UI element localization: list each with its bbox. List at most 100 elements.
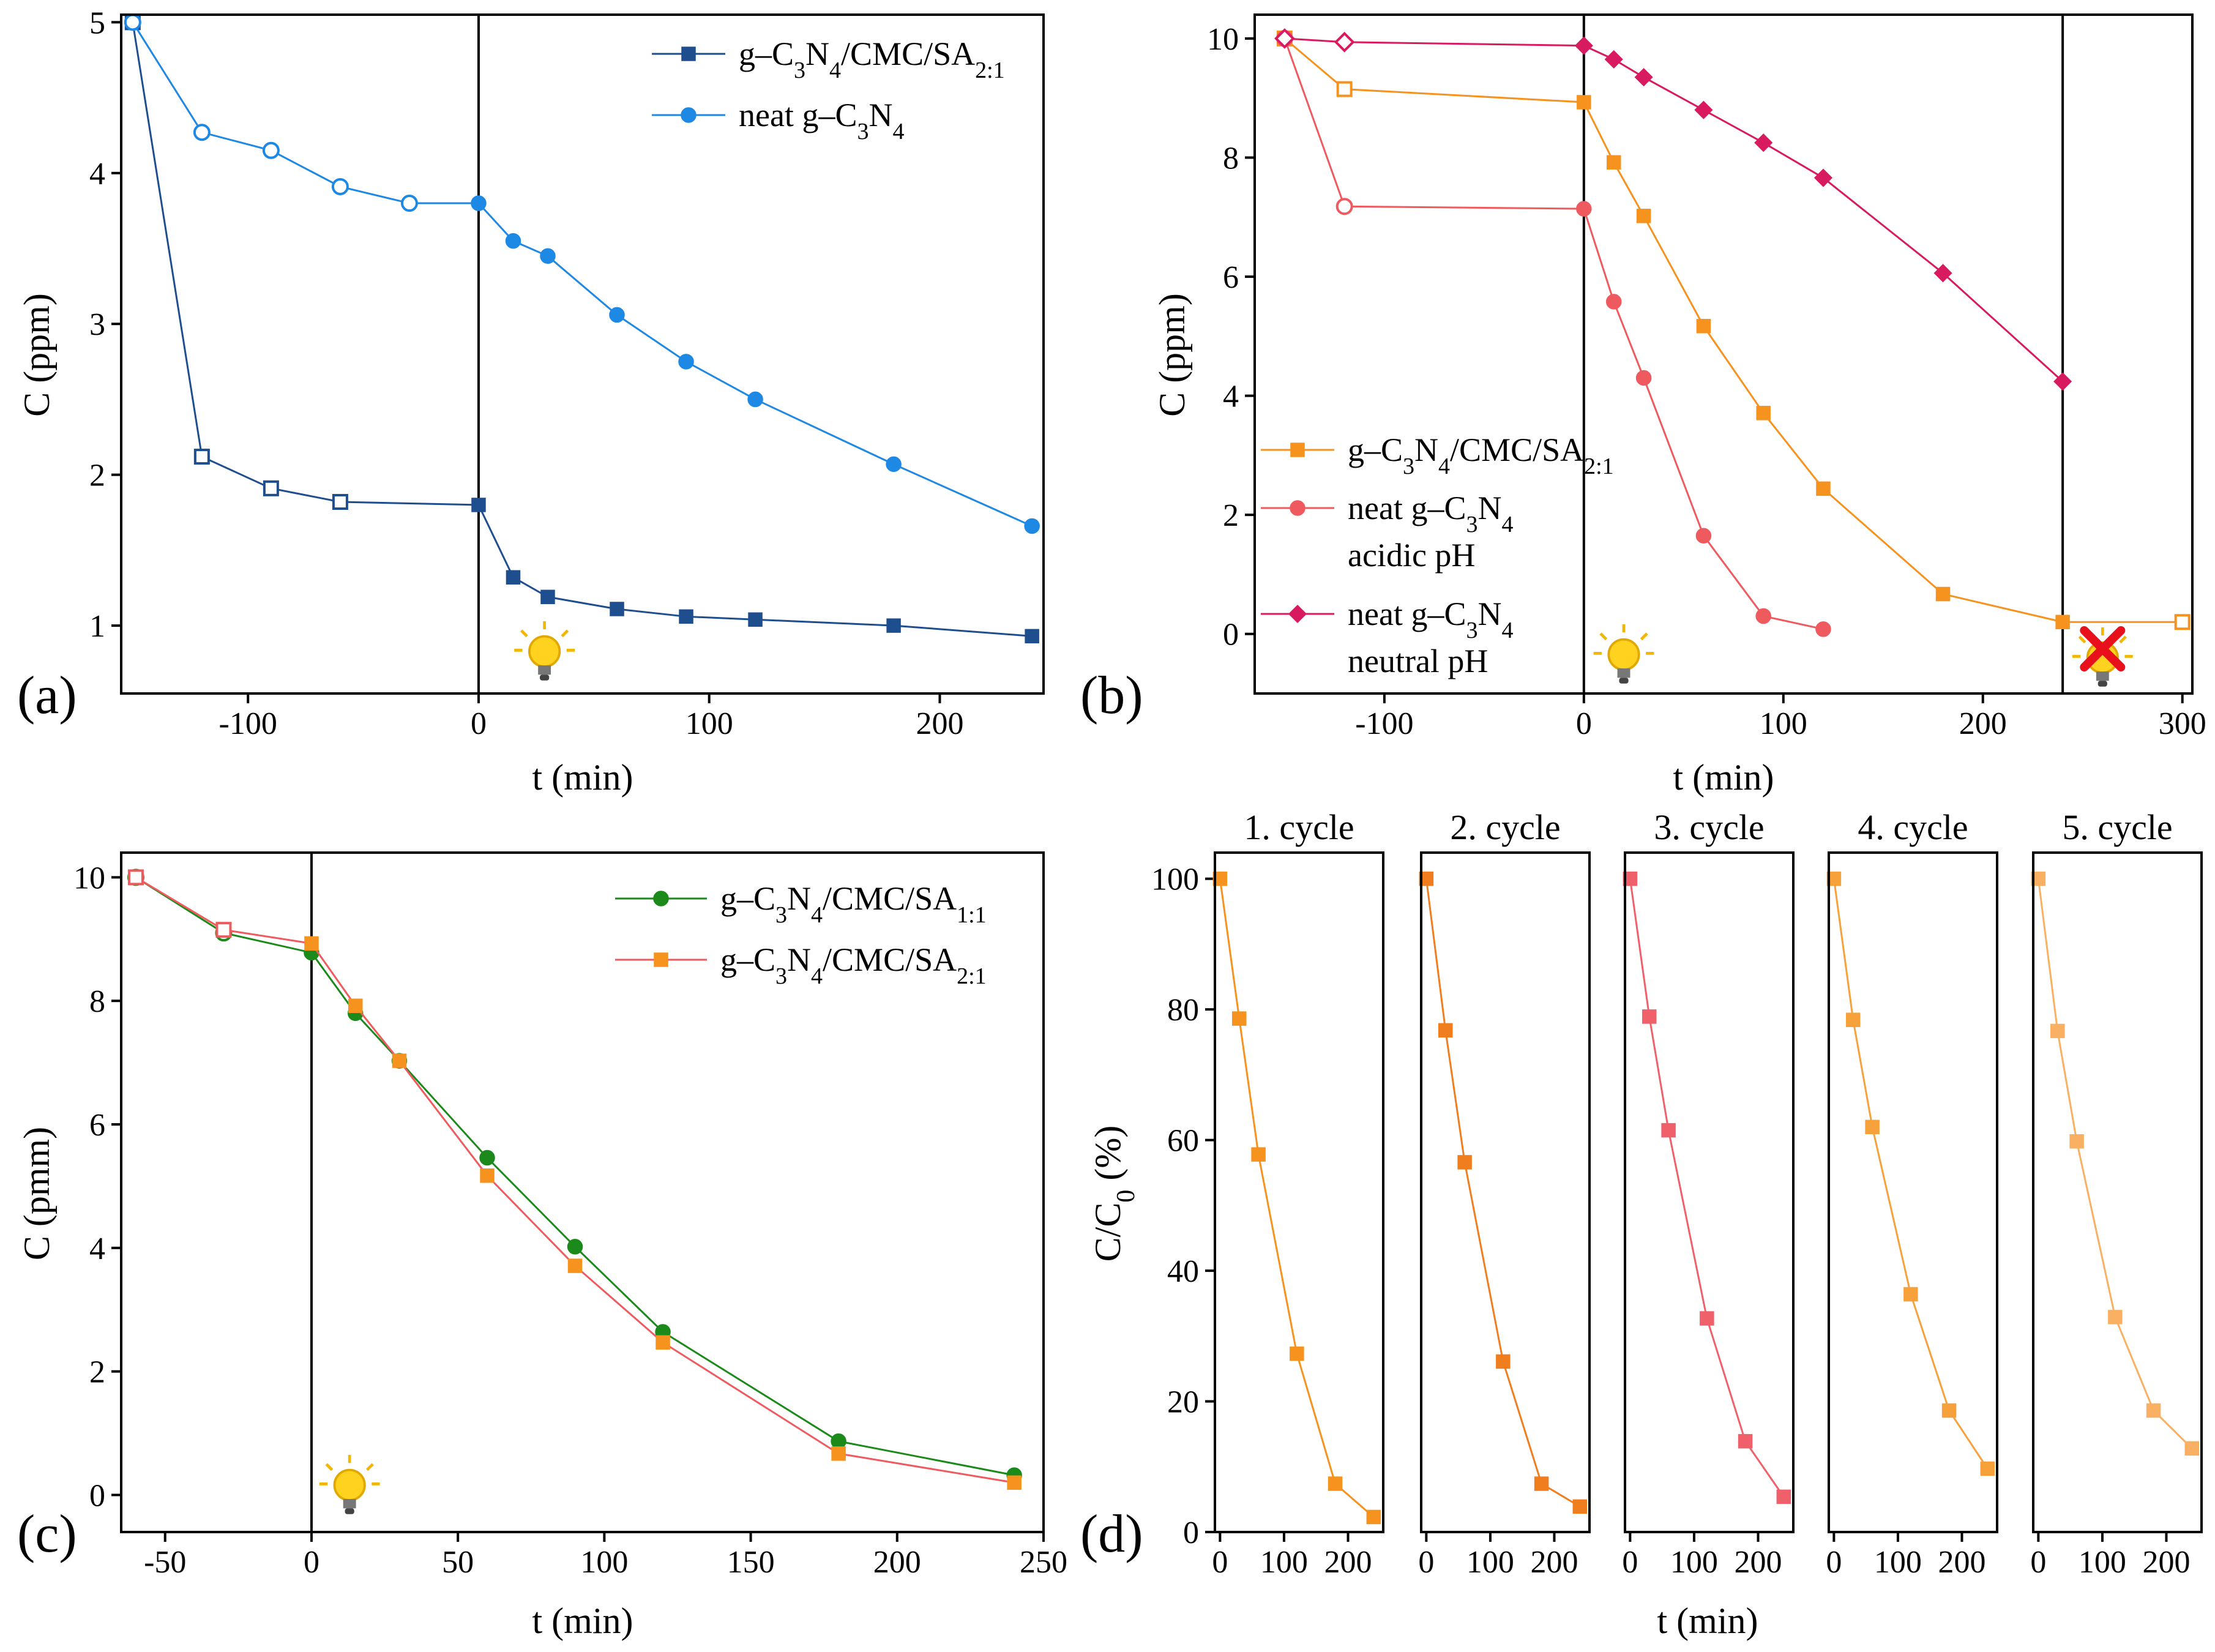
data-point: [127, 869, 144, 886]
data-point: [471, 195, 487, 211]
x-tick-label: 0: [2030, 1545, 2046, 1580]
x-axis-label: t (min): [1657, 1601, 1758, 1641]
data-point: [2069, 1134, 2084, 1149]
panel-label: (b): [1080, 666, 1143, 725]
data-point: [886, 618, 901, 633]
data-point: [505, 233, 521, 249]
data-point: [1366, 1509, 1381, 1525]
data-point: [1980, 1461, 1995, 1476]
data-point: [1534, 1476, 1549, 1491]
y-tick-label: 5: [89, 6, 105, 40]
y-tick-label: 20: [1167, 1385, 1199, 1420]
x-tick-label: 200: [1324, 1545, 1372, 1580]
data-point: [1933, 264, 1952, 283]
x-tick-label: 200: [1959, 706, 2007, 741]
data-point: [831, 1433, 846, 1449]
subscript: 2:1: [1584, 454, 1614, 479]
legend-marker: [681, 107, 697, 123]
subscript: 3: [1466, 618, 1477, 643]
text-run: N: [805, 36, 829, 72]
x-tick-label: 50: [442, 1545, 474, 1580]
cycle-subplot: 0 100 200 4. cycle: [1826, 807, 1998, 1580]
y-tick-label: 8: [89, 984, 105, 1019]
x-tick-label: -50: [144, 1545, 186, 1580]
x-tick-label: -100: [219, 706, 277, 741]
text-run: N: [868, 97, 892, 133]
y-tick-label: 2: [89, 458, 105, 493]
subscript: 4: [829, 58, 841, 83]
data-point: [1756, 406, 1771, 420]
data-point: [2053, 372, 2072, 391]
data-point: [193, 449, 210, 465]
panel-label: (d): [1080, 1504, 1143, 1564]
data-point: [540, 589, 555, 605]
legend-marker: [1288, 604, 1307, 624]
x-axis-label: t (min): [532, 757, 633, 798]
y-tick-label: 10: [1207, 22, 1239, 57]
data-point: [392, 1053, 407, 1068]
data-point: [2031, 871, 2046, 886]
subscript: 4: [811, 902, 823, 928]
cross-icon: [2080, 626, 2126, 671]
data-point: [567, 1258, 583, 1273]
panel-d: 0 100 200 0 20 40 60 80 100 1. cycle 0 100 200 2. cyc…: [1080, 807, 2203, 1641]
x-tick-label: 0: [1212, 1545, 1228, 1580]
plot-frame: [1624, 851, 1795, 1533]
panel-label: (c): [17, 1504, 77, 1564]
y-axis-label: C (ppm): [17, 293, 57, 417]
y-tick-label: 1: [89, 609, 105, 644]
panel-label: (a): [17, 666, 77, 725]
series-line: [1219, 878, 1375, 1518]
data-point: [1738, 1433, 1753, 1449]
data-point: [1231, 1011, 1247, 1026]
data-point: [1577, 95, 1591, 110]
subscript: 0: [1112, 1190, 1140, 1203]
x-tick-label: 100: [1874, 1545, 1922, 1580]
data-point: [480, 1168, 495, 1183]
legend-label: g–C3N4/CMC/SA2:1: [739, 36, 1005, 83]
subscript: 2:1: [957, 963, 987, 989]
text-run: g–C: [720, 880, 775, 917]
data-point: [2146, 1403, 2161, 1418]
legend-label: neat g–C3N4: [739, 97, 904, 144]
data-point: [1700, 1311, 1714, 1326]
series-line: [1629, 878, 1785, 1498]
data-point: [1755, 608, 1771, 624]
y-tick-label: 0: [89, 1478, 105, 1513]
y-tick-label: 0: [1223, 618, 1239, 652]
data-point: [1865, 1119, 1880, 1135]
y-tick-label: 0: [1183, 1516, 1199, 1550]
series-line: [1284, 37, 2064, 383]
data-point: [1574, 36, 1593, 55]
legend-marker: [681, 47, 696, 61]
text-run: C/C: [1088, 1203, 1128, 1262]
data-point: [1642, 1009, 1657, 1024]
x-tick-label: 200: [1734, 1545, 1782, 1580]
series-line: [135, 876, 1015, 1476]
data-point: [2174, 614, 2191, 630]
x-tick-label: 100: [1466, 1545, 1514, 1580]
data-point: [1025, 629, 1039, 644]
data-point: [1290, 1346, 1304, 1361]
data-point: [400, 195, 418, 212]
legend-label: neat g–C3N4: [1348, 490, 1513, 537]
data-point: [1328, 1476, 1343, 1491]
panel-c: -50 0 50 100 150 200 250 0 2 4 6 8 10 (c) t (min) C (pm…: [17, 851, 1067, 1641]
data-point: [1024, 518, 1040, 534]
x-tick-label: 100: [580, 1545, 628, 1580]
series-line: [132, 21, 1033, 527]
x-tick-label: 200: [1530, 1545, 1578, 1580]
plot-frame: [120, 13, 1045, 695]
y-axis-label: C (ppm): [1152, 293, 1192, 417]
x-tick-label: 0: [1826, 1545, 1842, 1580]
y-tick-label: 6: [1223, 260, 1239, 295]
data-point: [1776, 1489, 1791, 1504]
text-run: g–C: [1348, 432, 1403, 468]
y-tick-label: 4: [89, 1232, 105, 1266]
light-bulb-icon: [1594, 624, 1654, 684]
x-tick-label: 0: [1576, 706, 1592, 741]
x-tick-label: 0: [1622, 1545, 1638, 1580]
data-point: [540, 248, 556, 264]
